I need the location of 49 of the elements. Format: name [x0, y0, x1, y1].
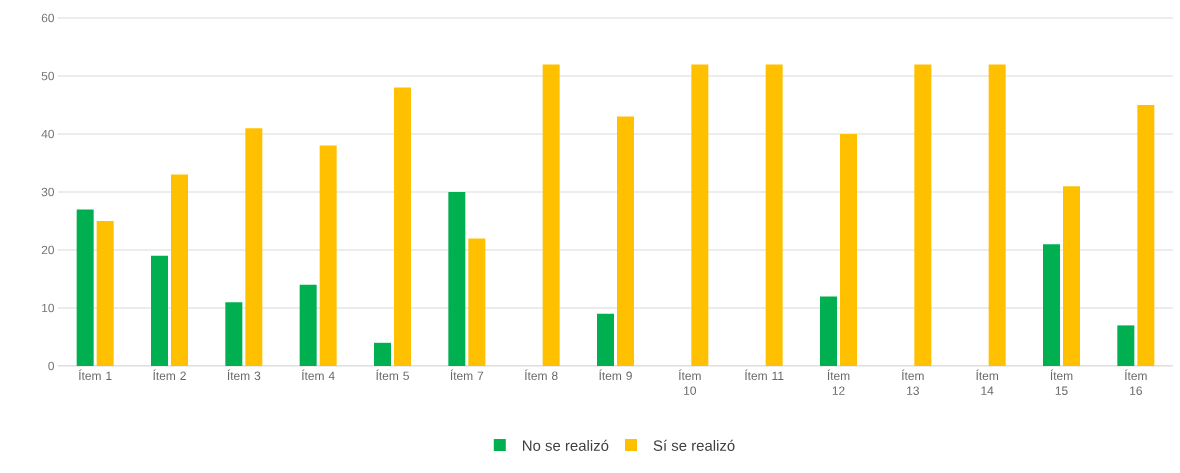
y-tick-label: 10	[42, 303, 55, 313]
y-tick-label: 50	[41, 71, 55, 81]
bar	[840, 134, 857, 366]
legend-label: Sí se realizó	[653, 439, 735, 451]
bar	[96, 221, 114, 366]
bar	[299, 284, 317, 366]
bar	[225, 302, 243, 366]
bar	[1063, 186, 1080, 366]
bar	[76, 209, 94, 366]
bar	[914, 64, 932, 366]
bar	[171, 174, 188, 366]
bar	[691, 64, 709, 366]
bar	[820, 296, 837, 366]
x-tick-label: Ítem 15	[1050, 369, 1073, 395]
legend-label: No se realizó	[523, 439, 609, 451]
x-tick-label: Ítem 12	[827, 369, 850, 395]
x-tick-label: Ítem 7	[450, 369, 484, 380]
bar	[448, 192, 466, 366]
bar	[319, 145, 337, 366]
bar	[245, 128, 263, 366]
bar	[617, 116, 634, 366]
bar	[765, 64, 783, 366]
x-tick-label: Ítem 11	[745, 369, 784, 380]
x-tick-label: Ítem 1	[79, 369, 112, 380]
x-tick-label: Ítem 13	[902, 369, 924, 395]
bar	[468, 238, 486, 366]
bar	[597, 313, 614, 366]
x-tick-label: Ítem 9	[599, 369, 632, 380]
bar	[1117, 325, 1135, 366]
x-tick-label: Ítem 10	[679, 369, 701, 395]
bar	[374, 342, 391, 366]
y-tick-label: 30	[41, 187, 55, 197]
bar	[1043, 244, 1060, 366]
x-tick-label: Ítem 16	[1125, 369, 1147, 395]
x-tick-label: Ítem 5	[376, 369, 409, 380]
bar	[394, 87, 411, 366]
bar	[151, 255, 168, 366]
bar	[542, 64, 560, 366]
bar	[1137, 105, 1155, 366]
x-tick-label: Ítem 8	[525, 369, 558, 380]
x-tick-label: Ítem 3	[227, 369, 261, 380]
bar	[988, 64, 1006, 366]
y-tick-label: 60	[41, 13, 55, 23]
y-tick-label: 20	[41, 245, 55, 255]
y-tick-label: 0	[48, 361, 55, 371]
x-tick-label: Ítem 2	[153, 369, 186, 380]
x-tick-label: Ítem 4	[302, 369, 335, 380]
x-tick-label: Ítem 14	[976, 369, 999, 395]
y-tick-label: 40	[41, 129, 55, 139]
